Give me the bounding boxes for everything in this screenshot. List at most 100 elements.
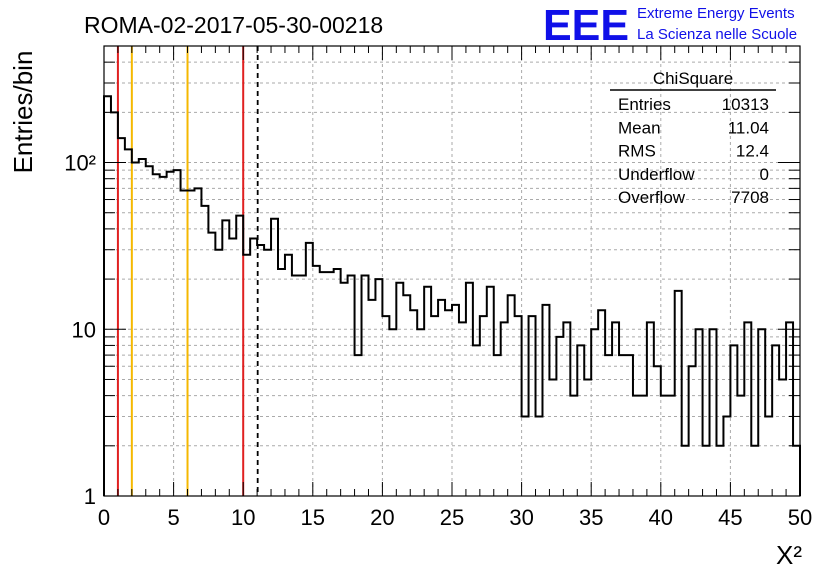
histogram-bin xyxy=(480,316,487,496)
histogram-bin xyxy=(264,250,271,496)
axis-ticks xyxy=(103,46,801,496)
histogram-bin xyxy=(612,322,619,496)
histogram-bin xyxy=(292,276,299,496)
eee-logo: EEE Extreme Energy Events La Scienza nel… xyxy=(543,1,797,50)
histogram-bin xyxy=(758,329,765,496)
histogram-bin xyxy=(501,322,508,496)
histogram-bin xyxy=(487,287,494,496)
histogram-bin xyxy=(633,396,640,496)
histogram-bin xyxy=(529,316,536,496)
histogram-bin xyxy=(640,396,647,496)
histogram-bin xyxy=(194,188,201,496)
histogram-bin xyxy=(786,322,793,496)
histogram-bin xyxy=(410,310,417,496)
histogram-bin xyxy=(355,355,362,496)
stats-box: ChiSquare Entries 10313 Mean 11.04 RMS 12.4 Un… xyxy=(610,69,776,207)
histogram-bin xyxy=(132,163,139,496)
histogram-bin xyxy=(278,269,285,496)
histogram-bin xyxy=(201,206,208,496)
histogram-bin xyxy=(730,345,737,496)
histogram-bin xyxy=(549,379,556,496)
histogram-bin xyxy=(570,396,577,496)
histogram-bin xyxy=(466,283,473,496)
histogram-bin xyxy=(723,416,730,496)
histogram-bin xyxy=(536,416,543,496)
stats-value: 12.4 xyxy=(736,142,769,161)
y-axis-label: Entries/bin xyxy=(8,51,38,174)
histogram-bin xyxy=(508,295,515,496)
histogram-bin xyxy=(208,233,215,496)
histogram-bin xyxy=(188,190,195,496)
histogram-bin xyxy=(710,329,717,496)
histogram-bin xyxy=(160,177,167,496)
logo-tagline-1: Extreme Energy Events xyxy=(637,5,795,22)
histogram-bin xyxy=(174,170,181,496)
histogram-bin xyxy=(689,366,696,496)
histogram-bin xyxy=(125,149,132,496)
histogram-bin xyxy=(445,310,452,496)
histogram-bin xyxy=(522,416,529,496)
histogram-bin xyxy=(716,446,723,496)
histogram-bin xyxy=(118,138,125,496)
y-tick-label: 10² xyxy=(64,151,96,176)
histogram-bin xyxy=(327,272,334,496)
y-tick-label: 1 xyxy=(84,484,96,509)
histogram-bin xyxy=(313,266,320,496)
histogram-bin xyxy=(515,316,522,496)
histogram-bin xyxy=(661,396,668,496)
x-tick-label: 40 xyxy=(649,505,673,530)
histogram-bin xyxy=(389,329,396,496)
histogram-bin xyxy=(772,345,779,496)
histogram-bin xyxy=(299,276,306,496)
histogram-bin xyxy=(459,322,466,496)
histogram-bin xyxy=(591,329,598,496)
stats-label: Underflow xyxy=(618,165,695,184)
histogram-bin xyxy=(348,276,355,496)
x-tick-label: 35 xyxy=(579,505,603,530)
histogram-bin xyxy=(104,96,111,496)
histogram-bin xyxy=(598,310,605,496)
stats-value: 0 xyxy=(760,165,769,184)
histogram-bin xyxy=(563,322,570,496)
stats-label: Overflow xyxy=(618,188,686,207)
histogram-bin xyxy=(779,379,786,496)
histogram-bin xyxy=(793,446,800,496)
histogram-bin xyxy=(577,345,584,496)
histogram-bin xyxy=(417,329,424,496)
histogram-bin xyxy=(654,366,661,496)
histogram-series xyxy=(103,95,801,496)
tick-labels: 0 5 10 15 20 25 30 35 40 45 50 1 10 10² xyxy=(64,151,812,530)
histogram-bin xyxy=(424,287,431,496)
x-tick-label: 5 xyxy=(167,505,179,530)
histogram-bin xyxy=(382,316,389,496)
histogram-bin xyxy=(668,396,675,496)
histogram-bin xyxy=(403,295,410,496)
histogram-outline xyxy=(103,95,801,496)
stats-value: 11.04 xyxy=(728,118,769,137)
histogram-bin xyxy=(334,269,341,496)
histogram-bin xyxy=(584,379,591,496)
grid-lines xyxy=(104,46,800,496)
histogram-bin xyxy=(236,216,243,496)
x-tick-label: 0 xyxy=(98,505,110,530)
logo-tagline-2: La Scienza nelle Scuole xyxy=(637,26,797,43)
histogram-bin xyxy=(675,291,682,496)
x-tick-label: 15 xyxy=(301,505,325,530)
stats-value: 10313 xyxy=(722,95,769,114)
y-tick-label: 10 xyxy=(72,317,96,342)
histogram-bin xyxy=(494,355,501,496)
histogram-bin xyxy=(438,300,445,496)
x-tick-label: 30 xyxy=(509,505,533,530)
histogram-bin xyxy=(146,166,153,496)
eee-logo-mark: EEE xyxy=(543,1,629,50)
histogram-bin xyxy=(703,446,710,496)
histogram-bin xyxy=(737,396,744,496)
histogram-bin xyxy=(647,322,654,496)
histogram-bin xyxy=(396,283,403,496)
histogram-bin xyxy=(751,446,758,496)
histogram-bin xyxy=(556,337,563,496)
histogram-bin xyxy=(250,239,257,496)
histogram-bin xyxy=(167,172,174,496)
x-axis-label: X² xyxy=(776,540,802,570)
stats-label: Mean xyxy=(618,118,661,137)
